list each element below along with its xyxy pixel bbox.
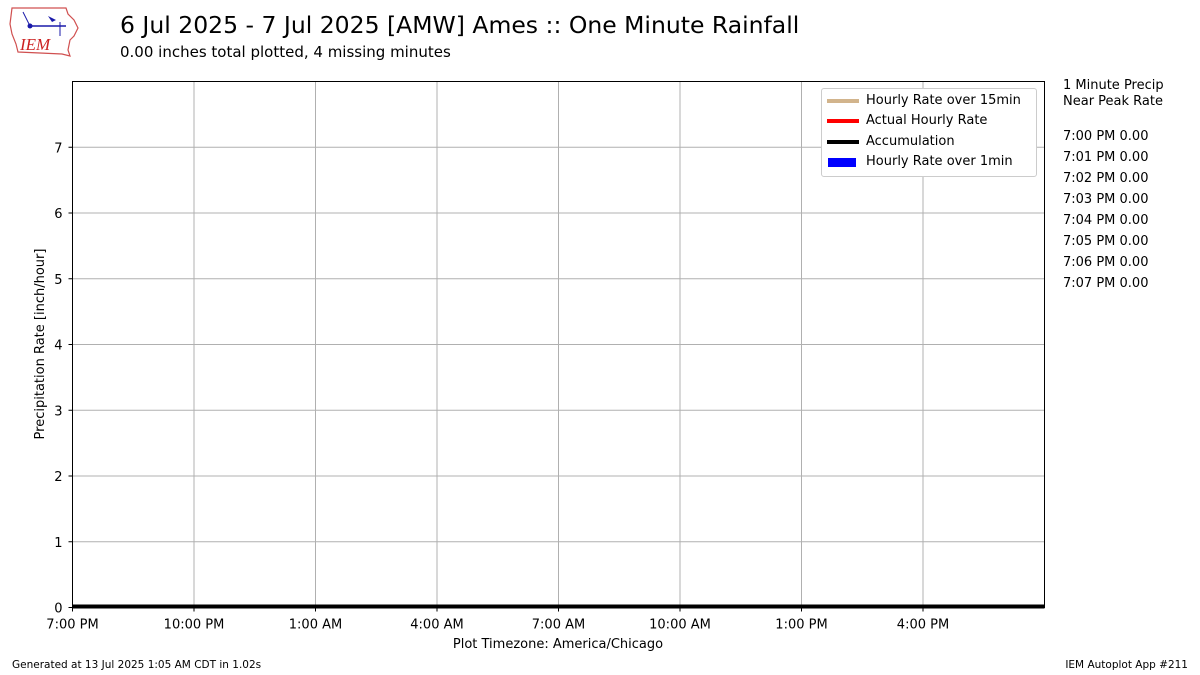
side-panel-entry: 7:05 PM 0.00 <box>1063 231 1148 252</box>
x-tick-label: 10:00 AM <box>649 618 711 633</box>
legend-label: Hourly Rate over 15min <box>866 93 1021 108</box>
side-panel-header: 1 Minute Precip Near Peak Rate <box>1063 78 1164 110</box>
entry-value: 0.00 <box>1119 276 1149 291</box>
side-panel-entry: 7:02 PM 0.00 <box>1063 168 1148 189</box>
side-panel-entry: 7:07 PM 0.00 <box>1063 273 1148 294</box>
side-panel-entry: 7:06 PM 0.00 <box>1063 252 1148 273</box>
legend-label: Hourly Rate over 1min <box>866 154 1013 169</box>
x-tick-label: 4:00 PM <box>897 618 949 633</box>
legend-swatch-15min <box>827 99 859 103</box>
generated-timestamp: Generated at 13 Jul 2025 1:05 AM CDT in … <box>12 659 262 671</box>
entry-time: 7:02 PM <box>1063 171 1116 186</box>
y-tick-label: 2 <box>54 470 62 485</box>
y-tick-label: 4 <box>54 339 62 354</box>
side-header-line1: 1 Minute Precip <box>1063 78 1164 93</box>
entry-time: 7:05 PM <box>1063 234 1116 249</box>
legend-swatch-1min <box>828 158 856 167</box>
x-tick-label: 10:00 PM <box>164 618 225 633</box>
entry-time: 7:04 PM <box>1063 213 1116 228</box>
entry-time: 7:03 PM <box>1063 192 1116 207</box>
entry-value: 0.00 <box>1119 255 1149 270</box>
page-subtitle: 0.00 inches total plotted, 4 missing min… <box>120 43 451 61</box>
legend-label: Accumulation <box>866 134 955 149</box>
entry-value: 0.00 <box>1119 171 1149 186</box>
x-tick-label: 7:00 PM <box>46 618 98 633</box>
entry-value: 0.00 <box>1119 150 1149 165</box>
entry-time: 7:00 PM <box>1063 129 1116 144</box>
entry-value: 0.00 <box>1119 192 1149 207</box>
side-header-line2: Near Peak Rate <box>1063 94 1163 109</box>
entry-time: 7:07 PM <box>1063 276 1116 291</box>
y-tick-label: 7 <box>54 141 62 156</box>
iem-logo: IEM <box>9 7 79 57</box>
side-panel-entry: 7:03 PM 0.00 <box>1063 189 1148 210</box>
legend-swatch-accum <box>827 140 859 144</box>
legend-item-1min: Hourly Rate over 1min <box>822 152 1036 172</box>
app-id: IEM Autoplot App #211 <box>1065 659 1188 671</box>
chart-legend: Hourly Rate over 15min Actual Hourly Rat… <box>821 88 1037 177</box>
x-tick-label: 4:00 AM <box>410 618 463 633</box>
side-panel-entry: 7:00 PM 0.00 <box>1063 126 1148 147</box>
x-tick-label: 1:00 PM <box>775 618 827 633</box>
y-tick-label: 6 <box>54 207 62 222</box>
side-panel-entry: 7:04 PM 0.00 <box>1063 210 1148 231</box>
page-title: 6 Jul 2025 - 7 Jul 2025 [AMW] Ames :: On… <box>120 11 800 39</box>
entry-time: 7:06 PM <box>1063 255 1116 270</box>
legend-swatch-actual <box>827 119 859 123</box>
side-panel-list: 7:00 PM 0.00 7:01 PM 0.00 7:02 PM 0.00 7:03… <box>1063 126 1148 294</box>
legend-item-15min: Hourly Rate over 15min <box>822 91 1036 111</box>
x-axis-label: Plot Timezone: America/Chicago <box>453 637 663 652</box>
entry-value: 0.00 <box>1119 213 1149 228</box>
entry-time: 7:01 PM <box>1063 150 1116 165</box>
y-tick-label: 1 <box>54 536 62 551</box>
x-tick-label: 7:00 AM <box>532 618 585 633</box>
y-tick-label: 5 <box>54 273 62 288</box>
logo-text: IEM <box>19 35 51 54</box>
legend-item-actual: Actual Hourly Rate <box>822 111 1036 131</box>
x-tick-label: 1:00 AM <box>289 618 342 633</box>
legend-label: Actual Hourly Rate <box>866 113 988 128</box>
side-panel-entry: 7:01 PM 0.00 <box>1063 147 1148 168</box>
y-tick-label: 3 <box>54 404 62 419</box>
legend-item-accum: Accumulation <box>822 132 1036 152</box>
entry-value: 0.00 <box>1119 234 1149 249</box>
entry-value: 0.00 <box>1119 129 1149 144</box>
y-tick-label: 0 <box>54 602 62 617</box>
y-axis-label: Precipitation Rate [inch/hour] <box>33 249 48 440</box>
